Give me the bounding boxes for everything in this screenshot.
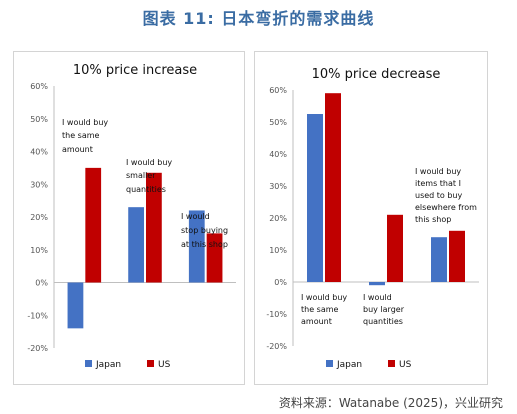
y-tick-label: 60% [269, 86, 287, 95]
bar-japan-2 [128, 207, 144, 283]
bar-us-3 [206, 233, 223, 283]
y-tick-label: 30% [269, 182, 287, 191]
category-label-line: elsewhere from [415, 203, 477, 212]
y-tick-label: 20% [269, 214, 287, 223]
y-tick-label: 40% [30, 148, 48, 157]
category-label-line: I would buy [415, 167, 461, 176]
chart-panel-price-increase: 10% price increase -20% -10% 0% 10% 20% 30% 40%… [13, 51, 245, 385]
category-label-line: amount [62, 145, 93, 154]
y-tick-label: 50% [30, 115, 48, 124]
chart-title: 10% price decrease [312, 67, 441, 82]
category-label-line: amount [301, 317, 332, 326]
bar-japan-1 [67, 282, 84, 329]
y-tick-label: -10% [27, 311, 48, 320]
y-tick-label: 10% [30, 246, 48, 255]
category-label-line: this shop [415, 215, 451, 224]
category-label-line: quantities [363, 317, 403, 326]
y-tick-label: 40% [269, 150, 287, 159]
category-label-line: the same [62, 131, 100, 140]
y-tick-label: 50% [269, 118, 287, 127]
y-tick-label: 30% [30, 180, 48, 189]
legend-swatch-us [388, 360, 395, 367]
category-label-line: the same [301, 305, 339, 314]
category-label-line: buy larger [363, 305, 405, 314]
bar-us-1 [325, 93, 341, 282]
category-label-line: I would buy [126, 158, 172, 167]
chart-panel-price-decrease: 10% price decrease -20% -10% 0% 10% 20% 30% 40%… [254, 51, 488, 385]
bar-us-2 [146, 172, 162, 283]
legend-swatch-japan [85, 360, 92, 367]
bar-us-3 [449, 230, 465, 282]
bar-japan-3 [188, 210, 205, 283]
category-label-line: used to buy [415, 191, 463, 200]
legend-swatch-japan [326, 360, 333, 367]
category-label-line: quantities [126, 185, 166, 194]
y-tick-label: -20% [266, 342, 287, 351]
legend-label-us: US [399, 360, 412, 370]
chart-price-increase: 10% price increase -20% -10% 0% 10% 20% 30% 40%… [27, 63, 236, 370]
legend-label-japan: Japan [95, 360, 121, 370]
category-label-line: items that I [415, 179, 461, 188]
bar-japan-1 [307, 114, 323, 282]
category-label-line: I would [181, 212, 210, 221]
legend-swatch-us [147, 360, 154, 367]
source-note: 资料来源：Watanabe (2025)，兴业研究 [278, 396, 503, 410]
y-tick-label: 0% [35, 279, 48, 288]
chart-price-decrease: 10% price decrease -20% -10% 0% 10% 20% 30% 40%… [266, 67, 479, 370]
category-label-line: I would [363, 293, 392, 302]
y-tick-label: 20% [30, 213, 48, 222]
bar-japan-3 [431, 237, 447, 282]
y-tick-label: -20% [27, 344, 48, 353]
figure-title: 图表 11: 日本弯折的需求曲线 [142, 9, 375, 28]
category-label-line: stop buying [181, 226, 228, 235]
bar-japan-2 [369, 282, 385, 286]
legend-label-us: US [158, 360, 171, 370]
chart-title: 10% price increase [73, 63, 197, 78]
category-label-line: I would buy [62, 118, 108, 127]
category-label-line: I would buy [301, 293, 347, 302]
category-label-line: smaller [126, 171, 156, 180]
bar-us-1 [85, 167, 102, 283]
y-tick-label: 10% [269, 246, 287, 255]
category-label-line: at this shop [181, 240, 228, 249]
bar-us-2 [387, 214, 403, 282]
y-tick-label: 60% [30, 82, 48, 91]
y-tick-label: -10% [266, 310, 287, 319]
legend-label-japan: Japan [336, 360, 362, 370]
y-tick-label: 0% [274, 278, 287, 287]
